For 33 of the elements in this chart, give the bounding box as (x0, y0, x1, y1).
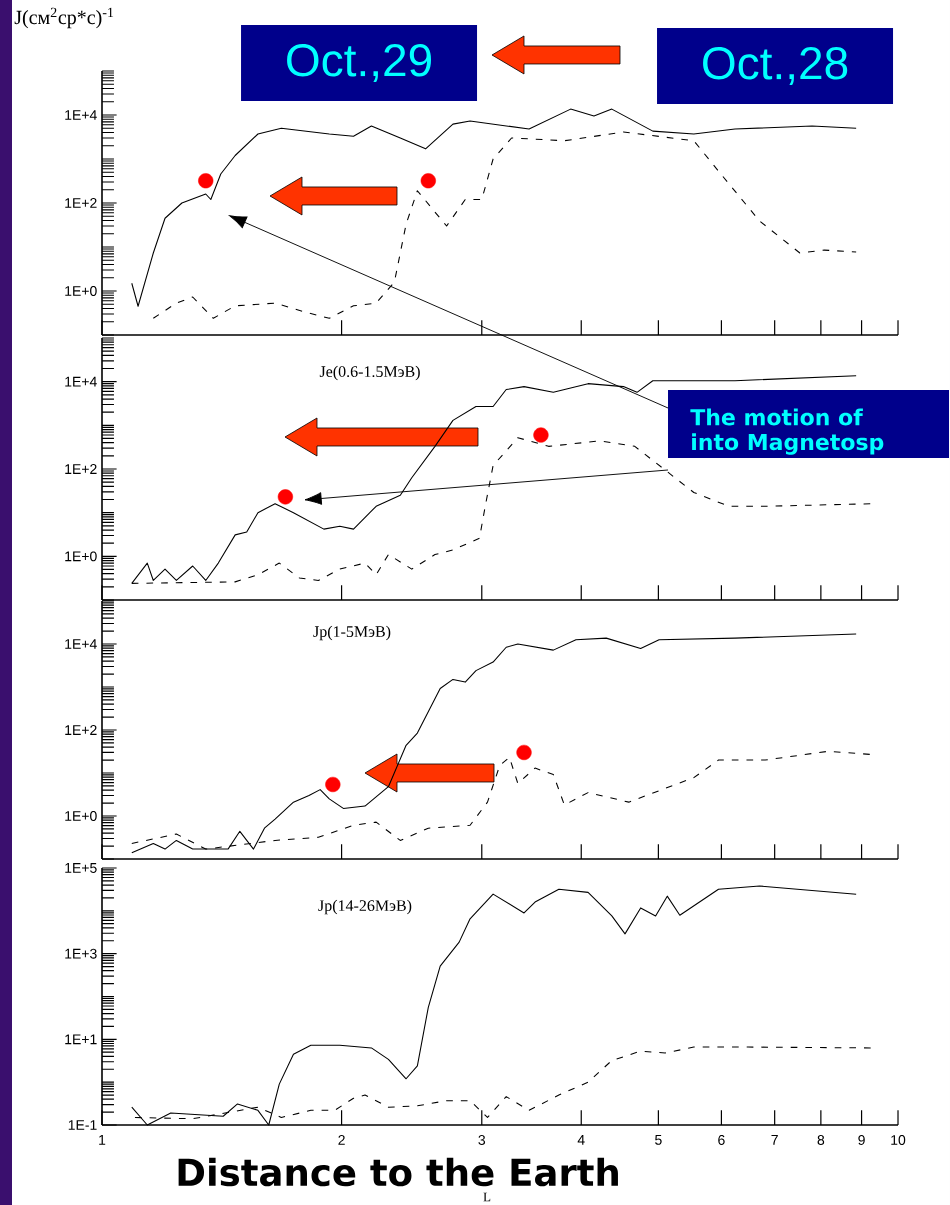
x-tick-label: 6 (718, 1135, 725, 1145)
y-tick-label: 1E-1 (68, 1120, 97, 1130)
x-tick-label: 2 (338, 1135, 345, 1145)
annotation: into Magnetosp (692, 433, 884, 455)
x-tick-label: 9 (858, 1135, 865, 1145)
annotation: The motion of (690, 408, 863, 426)
y-tick-label: 1E+1 (65, 1034, 97, 1045)
text: Je(0.6-1.5МэВ) (319, 365, 420, 381)
y-tick-label: 1E+4 (65, 376, 97, 387)
annotation: Oct.,28 (703, 46, 848, 85)
y-tick-label: 1E+0 (65, 811, 97, 821)
y-tick-label: 1E+2 (65, 464, 97, 474)
y-tick-label: 1E+4 (65, 639, 97, 649)
x-tick-label: 5 (655, 1135, 662, 1145)
x-tick-label: 7 (771, 1135, 778, 1145)
x-tick-label: 1 (99, 1135, 106, 1145)
x-tick-label: 10 (891, 1135, 906, 1145)
y-tick-label: 1E+0 (65, 286, 97, 296)
x-tick-label: 3 (478, 1135, 486, 1145)
y-tick-label: 1E+5 (65, 863, 97, 873)
y-tick-label: 1E+2 (65, 198, 97, 208)
text: L (483, 1192, 491, 1202)
annotation: Oct.,29 (287, 43, 432, 82)
y-tick-label: 1E+4 (65, 110, 97, 120)
x-tick-label: 8 (817, 1135, 825, 1145)
text: Jp(14-26МэВ) (318, 899, 412, 915)
x-tick-label: 4 (577, 1135, 585, 1145)
y-tick-label: 1E+3 (65, 948, 97, 959)
y-axis-title: J(см$^{2}$ср*с)$^{-1}$ (14, 7, 114, 29)
y-tick-label: 1E+2 (65, 725, 97, 735)
x-axis-title: Distance to the Earth (178, 1157, 618, 1187)
text: Jp(1-5МэВ) (313, 625, 391, 641)
y-tick-label: 1E+0 (65, 551, 97, 562)
